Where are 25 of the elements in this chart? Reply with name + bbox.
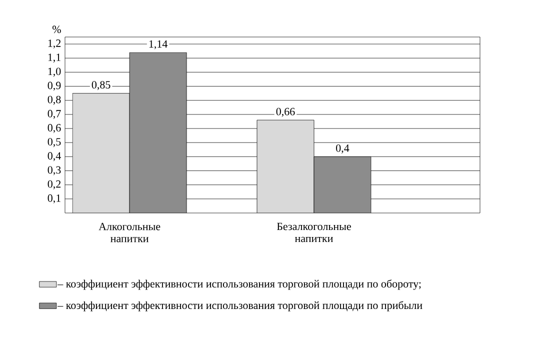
bar [129, 52, 187, 213]
x-tick-label: Безалкогольные напитки [276, 222, 351, 242]
data-label: 0,85 [92, 81, 110, 90]
data-label: 1,14 [149, 40, 168, 50]
bar [314, 156, 372, 213]
y-tick-label: 1,0 [48, 68, 61, 77]
y-tick-label: 0,1 [48, 194, 60, 204]
y-tick-label: 0,5 [48, 138, 61, 148]
data-label: 0,4 [336, 144, 350, 154]
y-axis-title: % [52, 26, 61, 34]
legend-label: – коэффициент эффективности использования торговой площади по обороту; [58, 280, 421, 290]
y-tick-label: 0,7 [48, 110, 61, 119]
legend-label: – коэффициент эффективности использования торговой площади по прибыли [58, 301, 422, 312]
y-tick-label: 0,6 [48, 124, 61, 134]
bar [256, 120, 314, 213]
y-tick-label: 0,8 [48, 96, 61, 105]
y-tick-label: 0,2 [48, 180, 61, 190]
y-tick-label: 1,2 [48, 40, 61, 49]
y-tick-label: 0,3 [48, 166, 61, 176]
data-label: 0,66 [276, 108, 295, 117]
x-tick-label: Алкогольные напитки [98, 222, 160, 242]
bar [72, 93, 130, 213]
y-tick-label: 0,4 [48, 152, 61, 162]
y-tick-label: 0,9 [48, 82, 61, 91]
y-tick-label: 1,1 [48, 54, 60, 63]
